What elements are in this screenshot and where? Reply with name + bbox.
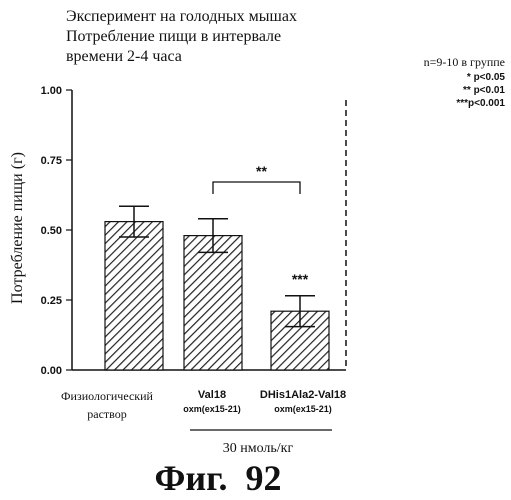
category-label-saline: Физиологический <box>61 389 153 403</box>
y-tick-labels: 0.00 0.25 0.50 0.75 1.00 <box>41 85 62 377</box>
y-ticks <box>66 90 72 370</box>
y-tick-label-1: 0.25 <box>41 295 62 307</box>
p-note-3: ***p<0.001 <box>456 98 505 109</box>
bar-saline <box>105 222 163 370</box>
category-sub-dhis1ala2: oxm(ex15-21) <box>274 404 332 414</box>
category-sub-val18: oxm(ex15-21) <box>183 404 241 414</box>
y-tick-label-3: 0.75 <box>41 155 62 167</box>
p-note-1: * p<0.05 <box>467 72 506 83</box>
chart-title-line-2: Потребление пищи в интервале <box>66 28 281 45</box>
category-label-saline-2: раствор <box>87 407 126 421</box>
bar-val18 <box>184 236 242 370</box>
significance-bracket <box>213 182 300 194</box>
y-tick-label-4: 1.00 <box>41 85 62 97</box>
dose-label: 30 нмоль/кг <box>223 441 294 456</box>
category-label-val18: Val18 <box>198 389 226 401</box>
chart-title-line-3: времени 2-4 часа <box>66 48 182 65</box>
n-note: n=9-10 в группе <box>424 55 505 69</box>
significance-label-triple: *** <box>292 271 309 287</box>
category-label-dhis1ala2: DHis1Ala2-Val18 <box>260 389 346 401</box>
y-tick-label-0: 0.00 <box>41 365 62 377</box>
significance-label-double: ** <box>256 163 267 179</box>
y-tick-label-2: 0.50 <box>41 225 62 237</box>
chart-title-line-1: Эксперимент на голодных мышах <box>66 8 297 25</box>
p-note-2: ** p<0.01 <box>463 85 505 96</box>
figure-label: Фиг. 92 <box>155 458 282 498</box>
y-axis-label: Потребление пищи (г) <box>9 152 26 304</box>
